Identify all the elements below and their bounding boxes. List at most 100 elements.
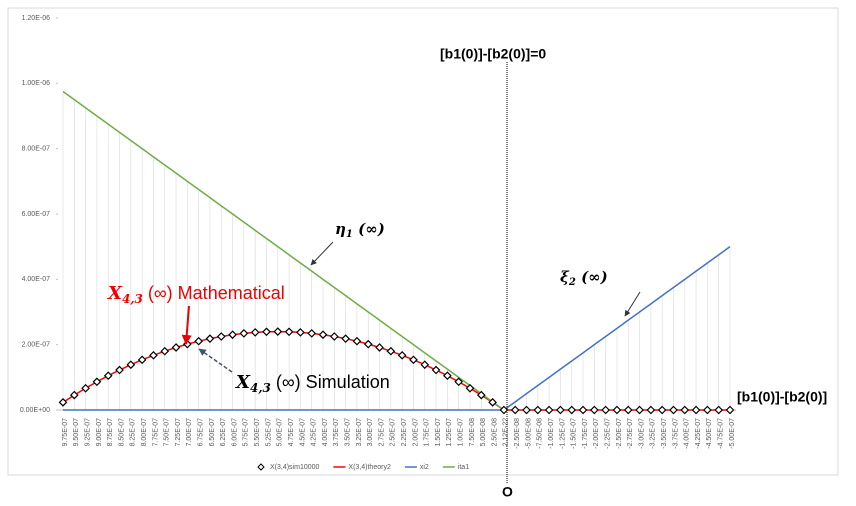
x-tick-label: -1.25E-07: [559, 418, 566, 449]
marker: [488, 398, 497, 407]
marker: [657, 405, 667, 415]
annotation: ξ2 (∞): [560, 268, 608, 288]
x-tick-label: 1.00E-07: [458, 418, 465, 447]
marker: [578, 405, 588, 415]
marker: [307, 329, 317, 338]
x-tick-label: -2.50E-08: [514, 418, 521, 449]
arrow: [181, 305, 192, 345]
x-tick-label: 7.25E-07: [175, 418, 182, 447]
marker: [567, 405, 577, 415]
legend-label: X(3,4)theory2: [348, 464, 391, 471]
annotation: X4,3 (∞) Simulation: [235, 372, 390, 395]
marker: [103, 371, 113, 381]
marker: [703, 405, 712, 415]
marker: [171, 343, 181, 352]
marker: [443, 371, 452, 381]
x-tick-label: 2.25E-07: [401, 418, 408, 447]
annotation: O: [502, 484, 513, 500]
x-tick-label: -3.75E-07: [672, 418, 679, 449]
x-tick-label: 2.75E-07: [378, 418, 385, 447]
y-tick-label: 1.20E-06: [22, 15, 51, 22]
x-tick-label: 3.50E-07: [344, 418, 351, 447]
arrow: [198, 348, 233, 373]
x-tick-label: 2.50E-07: [390, 418, 397, 447]
x-tick-label: 6.25E-07: [220, 418, 227, 447]
marker: [363, 339, 373, 349]
x-tick-label: 1.25E-07: [446, 418, 453, 447]
x-tick-label: 5.00E-08: [480, 418, 487, 447]
marker: [216, 332, 226, 341]
x-tick-label: -4.50E-07: [706, 418, 713, 449]
marker: [273, 327, 283, 336]
y-tick-label: 6.00E-07: [22, 211, 51, 218]
marker: [499, 405, 509, 415]
marker: [296, 328, 305, 337]
legend-marker: [257, 463, 265, 471]
x-tick-label: 1.75E-07: [424, 418, 431, 447]
marker: [420, 360, 430, 370]
marker: [250, 328, 260, 337]
x-tick-label: -1.50E-07: [571, 418, 578, 449]
marker: [126, 360, 136, 370]
marker: [623, 405, 633, 415]
y-tick-label: 0.00E+00: [20, 407, 50, 414]
x-tick-label: 6.00E-07: [231, 418, 238, 447]
x-tick-label: -5.00E-08: [525, 418, 532, 449]
marker: [556, 405, 565, 415]
x-tick-label: 4.50E-07: [299, 418, 306, 447]
x-tick-label: 9.25E-07: [84, 418, 91, 447]
arrow: [310, 241, 334, 266]
x-tick-label: 4.00E-07: [322, 418, 329, 447]
legend-label: ita1: [458, 464, 469, 471]
annotation: η1 (∞): [335, 220, 385, 240]
marker: [714, 405, 724, 415]
x-tick-label: 5.75E-07: [243, 418, 250, 447]
marker: [115, 365, 124, 375]
marker: [646, 405, 656, 415]
marker: [81, 383, 90, 393]
marker: [194, 336, 204, 346]
marker: [137, 355, 147, 365]
arrow: [624, 291, 641, 317]
marker: [454, 377, 464, 387]
x-tick-label: -3.00E-07: [638, 418, 645, 449]
x-tick-label: 4.75E-07: [288, 418, 295, 447]
marker: [352, 336, 362, 346]
marker: [691, 405, 701, 415]
marker: [160, 346, 170, 356]
x-tick-label: 6.75E-07: [198, 418, 205, 447]
x-tick-label: -4.25E-07: [695, 418, 702, 449]
x-tick-label: 8.25E-07: [130, 418, 137, 447]
x-tick-label: 3.00E-07: [367, 418, 374, 447]
marker: [533, 405, 543, 415]
x-tick-label: 5.25E-07: [265, 418, 272, 447]
x-tick-label: -4.75E-07: [718, 418, 725, 449]
x-tick-label: -3.25E-07: [650, 418, 657, 449]
series-line: [62, 90, 505, 411]
marker: [544, 405, 554, 415]
x-tick-label: 4.25E-07: [311, 418, 318, 447]
x-tick-label: 2.00E-07: [412, 418, 419, 447]
chart-area: [7, 7, 839, 476]
x-tick-label: -7.50E-08: [537, 418, 544, 449]
marker: [386, 346, 396, 356]
x-tick-label: 2.50E-08: [491, 418, 498, 447]
x-tick-label: 9.50E-07: [73, 418, 80, 447]
x-tick-label: -3.50E-07: [661, 418, 668, 449]
annotation: [b1(0)]-[b2(0)]: [737, 389, 827, 405]
marker: [58, 398, 68, 407]
marker: [612, 405, 622, 415]
marker: [725, 405, 735, 415]
marker: [465, 383, 475, 393]
marker: [329, 332, 339, 341]
x-tick-label: 7.50E-08: [469, 418, 476, 447]
x-tick-label: 3.75E-07: [333, 418, 340, 447]
marker: [284, 327, 294, 337]
marker: [239, 329, 249, 338]
marker: [341, 334, 350, 344]
annotation: X4,3 (∞) Mathematical: [107, 283, 285, 306]
marker: [601, 405, 610, 415]
marker: [589, 405, 599, 415]
x-tick-label: 5.00E-07: [277, 418, 284, 447]
